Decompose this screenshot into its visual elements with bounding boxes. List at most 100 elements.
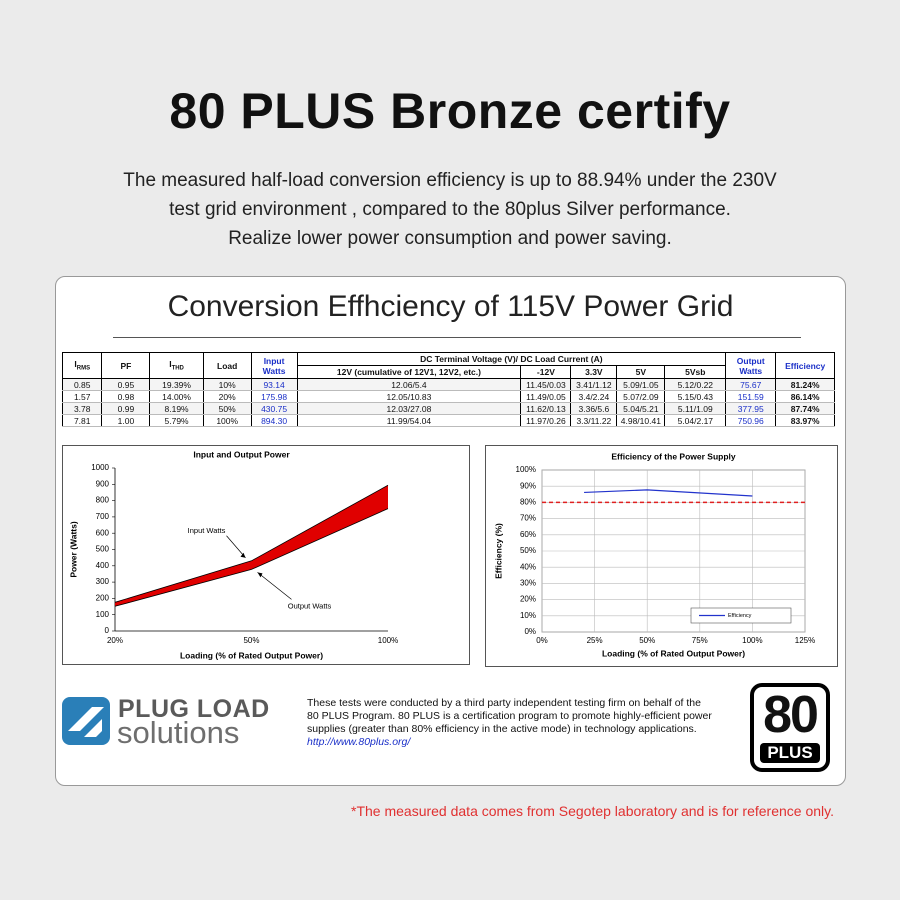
y-tick-label: 10% [520,611,536,620]
table-cell: 11.49/0.05 [520,390,572,403]
x-tick-label: 50% [639,636,655,645]
series-line [114,484,389,603]
table-cell: 5.09/1.05 [616,378,666,391]
badge-word: PLUS [760,743,820,763]
table-cell: 10% [202,378,252,391]
y-tick-label: 100% [516,465,536,474]
note-line: 80 PLUS Program. 80 PLUS is a certificat… [307,710,712,722]
legend-label: Efficiency [728,613,752,619]
divider [113,337,801,338]
annotation: Output Watts [288,601,332,610]
annotation: Input Watts [188,526,226,535]
logo-stripe [68,707,104,731]
y-tick-label: 100 [96,610,110,619]
y-tick-label: 600 [96,528,110,537]
table-cell: 3.41/1.12 [570,378,618,391]
annotation-arrow [226,535,246,559]
table-row: 1.57 0.98 14.00% 20% 175.98 12.05/10.83 11.49/… [61,390,835,403]
band-fill [115,485,388,607]
x-tick-label: 25% [587,636,603,645]
header-cell: ITHD [149,352,204,379]
legend-box [690,607,792,624]
table-cell: 5.79% [149,414,204,427]
header-cell: Load [202,352,252,379]
table-cell: 5.07/2.09 [616,390,666,403]
x-tick-label: 20% [107,636,123,645]
table-cell: 377.95 [725,402,777,415]
y-tick-label: 900 [96,479,110,488]
table-cell: 5.04/5.21 [616,402,666,415]
chart-title: Efficiency of the Power Supply [611,451,735,461]
table-cell: 11.62/0.13 [520,402,572,415]
table-cell: 151.59 [725,390,777,403]
table-cell: 93.14 [250,378,298,391]
footnote: *The measured data comes from Segotep la… [351,803,834,819]
table-cell: 87.74% [775,402,835,415]
x-tick-label: 100% [378,636,398,645]
table-row: 0.85 0.95 19.39% 10% 93.14 12.06/5.4 11.45/0.0… [61,378,835,391]
card-title: Conversion Effhciency of 115V Power Grid [167,290,734,323]
table-cell: 75.67 [725,378,777,391]
y-tick-label: 700 [96,512,110,521]
x-tick-label: 75% [692,636,708,645]
table-cell: 0.98 [101,390,151,403]
y-tick-label: 20% [520,595,536,604]
header-cell: IRMS [61,352,103,379]
table-cell: 3.78 [61,402,103,415]
note: These tests were conducted by a third pa… [307,697,712,749]
table-cell: 894.30 [250,414,298,427]
logo-stripe [84,719,102,737]
link[interactable]: http://www.80plus.org/ [307,736,411,748]
header-sub: THD [171,365,184,372]
table-cell: 7.81 [61,414,103,427]
y-tick-label: 90% [520,481,536,490]
y-tick-label: 200 [96,594,110,603]
subtitle-line: The measured half-load conversion effici… [123,170,777,191]
table-cell: 1.00 [101,414,151,427]
x-axis-label: Loading (% of Rated Output Power) [180,650,323,660]
annotation-arrow [257,572,292,600]
logo-icon [62,697,110,745]
table-cell: 12.05/10.83 [296,390,522,403]
note-line: These tests were conducted by a third pa… [307,697,701,709]
table-cell: 5.12/0.22 [664,378,727,391]
y-tick-label: 300 [96,577,110,586]
subheader-cell: 5V [616,365,666,379]
table-cell: 3.3/11.22 [570,414,618,427]
y-tick-label: 30% [520,579,536,588]
table-cell: 5.15/0.43 [664,390,727,403]
table-cell: 750.96 [725,414,777,427]
y-tick-label: 0% [524,627,536,636]
header-text: I [74,359,77,370]
table-cell: 3.4/2.24 [570,390,618,403]
x-tick-label: 0% [536,636,548,645]
table-cell: 100% [202,414,252,427]
table-cell: 20% [202,390,252,403]
y-tick-label: 800 [96,496,110,505]
table-cell: 5.04/2.17 [664,414,727,427]
subtitle-line: test grid environment , compared to the … [169,199,731,220]
table-row: 3.78 0.99 8.19% 50% 430.75 12.03/27.08 11.62/0… [61,402,835,415]
series-line [114,508,389,607]
table-cell: 11.97/0.26 [520,414,572,427]
header-sub: RMS [76,365,91,372]
table-cell: 50% [202,402,252,415]
subheader-cell: 12V (cumulative of 12V1, 12V2, etc.) [296,365,522,379]
table-cell: 83.97% [775,414,835,427]
header-text: I [169,359,172,370]
y-tick-label: 0 [105,626,110,635]
x-tick-label: 100% [742,636,762,645]
table-cell: 19.39% [149,378,204,391]
y-tick-label: 70% [520,514,536,523]
table-body: 0.85 0.95 19.39% 10% 93.14 12.06/5.4 11.45/0.0… [61,378,835,427]
table-cell: 12.06/5.4 [296,378,522,391]
chart: Efficiency of the Power Supply 0% 10% 20% 30… [493,451,815,658]
arrow-head [240,552,246,558]
subheader-cell: 3.3V [570,365,618,379]
efficiency-table: IRMS PF ITHD Load Input Watts DC Termina… [61,352,835,427]
page-title: 80 PLUS Bronze certify [169,83,731,139]
table-cell: 3.36/5.6 [570,402,618,415]
group-header: DC Terminal Voltage (V)/ DC Load Current… [296,352,727,366]
logo-text: solutions [117,715,240,750]
